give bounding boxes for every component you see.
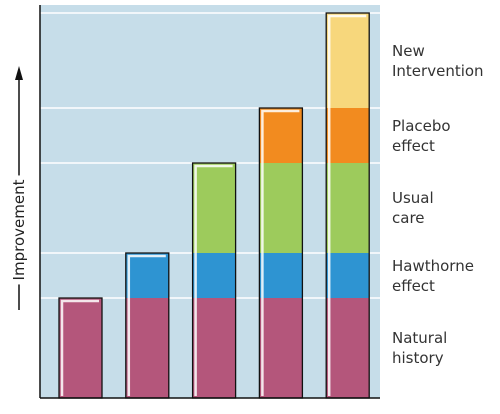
legend-label: Usual care xyxy=(392,189,434,227)
bar-segment xyxy=(326,13,370,108)
bar-highlight xyxy=(127,254,166,396)
bar-segment xyxy=(326,163,370,253)
legend-label: Natural history xyxy=(392,329,448,367)
bar-highlight xyxy=(327,14,367,396)
bar-segment xyxy=(192,298,236,398)
bar-segment xyxy=(259,298,303,398)
legend-label: New Intervention xyxy=(392,41,484,80)
bar-segment xyxy=(125,298,169,398)
bar-segment xyxy=(259,163,303,253)
y-arrow-head xyxy=(15,66,23,80)
bar-segment xyxy=(326,108,370,163)
bar-highlight xyxy=(60,299,99,396)
bar-segment xyxy=(192,163,236,253)
bar-highlight xyxy=(194,164,233,396)
bar-segment xyxy=(326,298,370,398)
legend-label: Hawthorne effect xyxy=(392,256,474,295)
bar-segment xyxy=(259,253,303,298)
bar-segment xyxy=(125,253,169,298)
bar-segment xyxy=(59,298,102,398)
bar-segment xyxy=(259,108,303,163)
bar-segment xyxy=(326,253,370,298)
bar-highlight xyxy=(261,109,300,396)
legend-label: Placebo effect xyxy=(392,116,451,155)
bar-segment xyxy=(192,253,236,298)
y-axis-label: Improvement xyxy=(10,175,28,285)
